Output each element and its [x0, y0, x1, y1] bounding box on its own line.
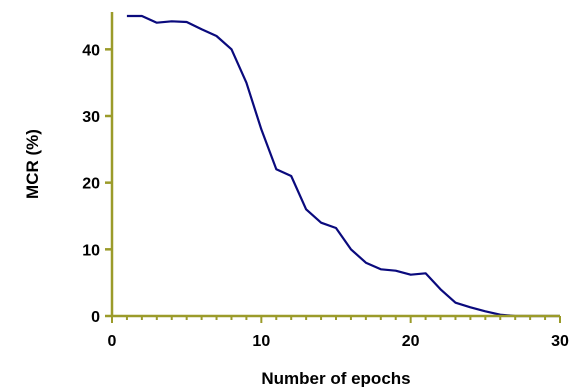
- y-tick-label: 40: [82, 42, 100, 59]
- x-tick-label: 30: [551, 333, 569, 350]
- chart-tick-labels: 0 10 20 30 40 0 10 20 30: [82, 42, 569, 350]
- y-tick-label: 20: [82, 176, 100, 193]
- x-tick-label: 20: [402, 333, 420, 350]
- x-tick-label: 10: [252, 333, 270, 350]
- x-tick-label: 0: [108, 333, 117, 350]
- x-axis-title: Number of epochs: [261, 369, 410, 387]
- y-tick-label: 10: [82, 242, 100, 259]
- y-axis-title: MCR (%): [23, 129, 42, 199]
- chart-axes: [105, 12, 561, 323]
- series-line-1: [126, 14, 560, 318]
- chart-plot-area: [126, 14, 560, 318]
- y-tick-label: 0: [91, 309, 100, 326]
- y-tick-label: 30: [82, 109, 100, 126]
